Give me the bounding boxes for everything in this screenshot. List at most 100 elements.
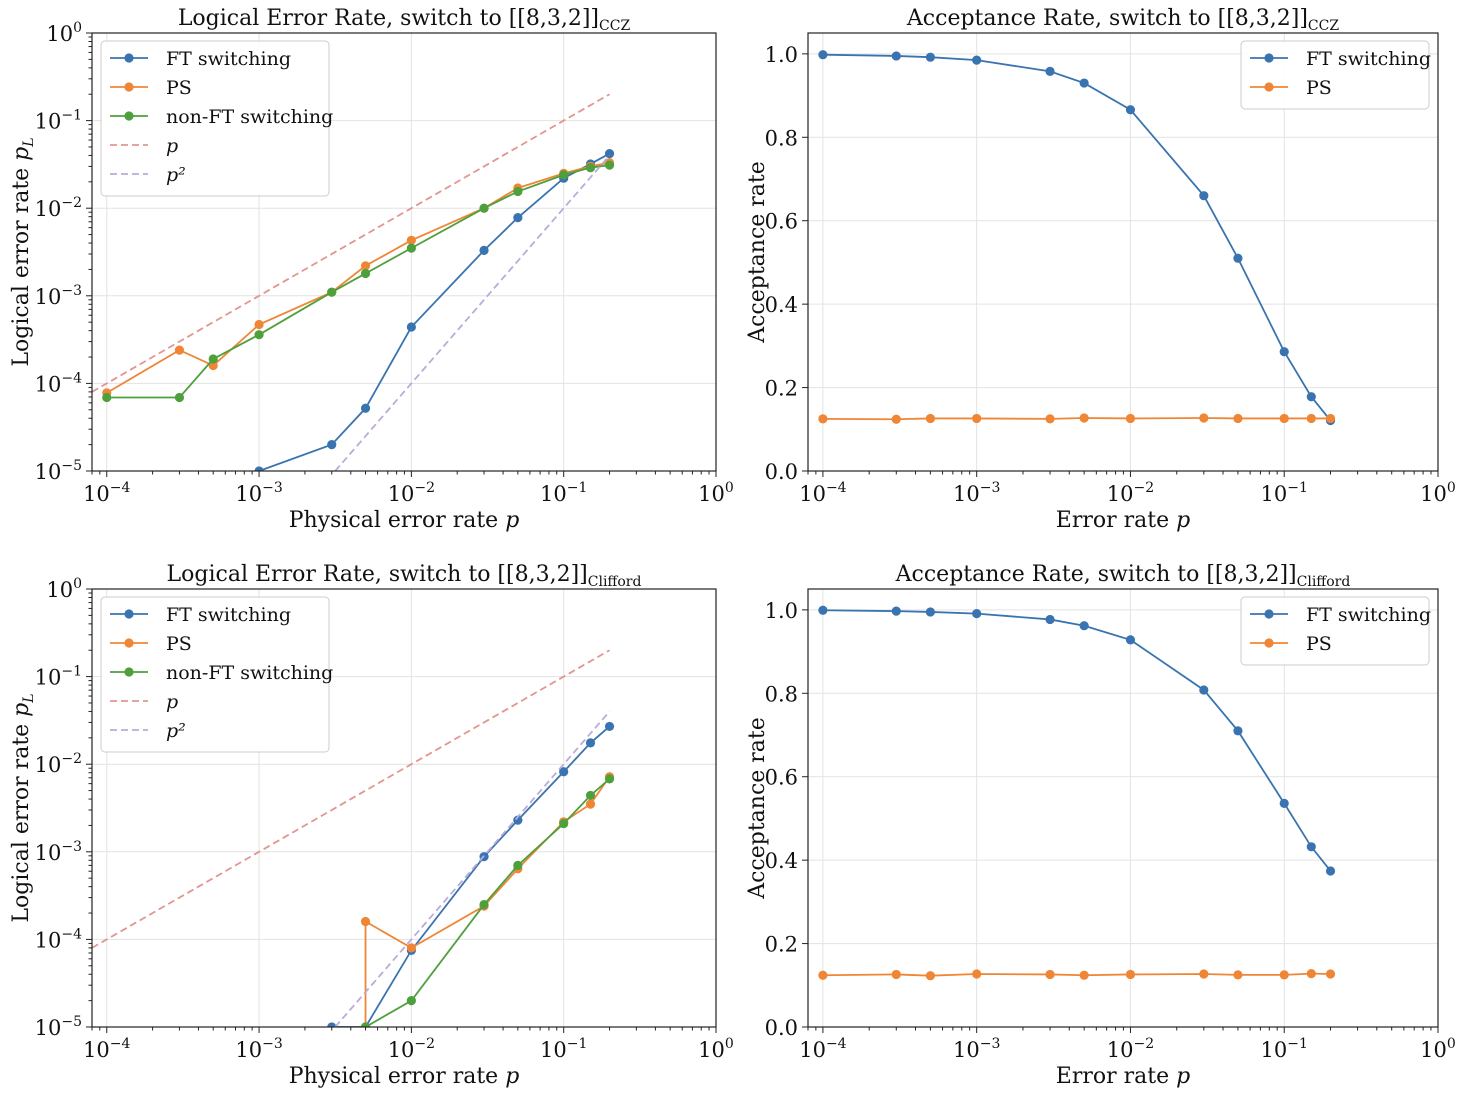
data-point xyxy=(406,243,416,253)
data-point xyxy=(891,969,901,980)
legend-marker xyxy=(124,111,134,121)
legend: FT switching PS non-FT switching p p² xyxy=(100,596,333,753)
y-tick-label: 10−2 xyxy=(35,195,82,221)
data-point xyxy=(1279,970,1289,980)
series-line-3 xyxy=(106,164,610,399)
y-tick-label: 0.2 xyxy=(765,933,798,957)
y-tick-label: 10−4 xyxy=(35,926,82,952)
data-point xyxy=(1325,413,1336,424)
x-tick-label: 10−3 xyxy=(235,1036,282,1062)
x-axis-label: Physical error rate p xyxy=(289,1064,520,1089)
series-line-4 xyxy=(92,93,610,393)
y-tick-label: 0.8 xyxy=(765,682,798,706)
data-point xyxy=(1125,969,1136,980)
x-tick-label: 10−4 xyxy=(83,480,130,506)
data-point xyxy=(102,392,112,403)
y-tick-label: 0.4 xyxy=(765,849,798,873)
legend-label: PS xyxy=(166,77,192,99)
data-point xyxy=(1233,726,1243,736)
data-point xyxy=(1199,413,1209,423)
y-axis-label: Logical error rate pL xyxy=(9,137,37,366)
series-line-1 xyxy=(822,53,1332,422)
data-point xyxy=(1199,191,1209,201)
y-tick-label: 0.6 xyxy=(765,766,798,790)
data-point xyxy=(1079,78,1089,88)
x-tick-label: 10−1 xyxy=(1261,480,1308,506)
data-point xyxy=(604,721,615,732)
legend-marker xyxy=(124,609,134,619)
legend-label: FT switching xyxy=(166,604,291,626)
y-tick-label: 100 xyxy=(46,20,82,46)
data-point xyxy=(585,799,596,809)
data-point xyxy=(559,170,569,180)
chart-title: Acceptance Rate, switch to [[8,3,2]]Clif… xyxy=(895,562,1351,590)
x-tick-label: 10−2 xyxy=(388,480,435,506)
y-tick-label: 10−3 xyxy=(35,839,82,865)
legend-box xyxy=(100,40,330,197)
data-point xyxy=(818,605,828,615)
legend-label: p² xyxy=(166,164,186,186)
legend: FT switching PS non-FT switching p p² xyxy=(100,40,333,197)
plot-area xyxy=(92,93,615,471)
data-point xyxy=(1125,105,1136,115)
legend-label: PS xyxy=(1306,77,1332,99)
legend-marker xyxy=(1264,82,1274,92)
x-tick-label: 10−3 xyxy=(235,480,282,506)
data-point xyxy=(1306,413,1316,424)
x-axis-label: Error rate p xyxy=(1056,1064,1190,1089)
y-axis-label: Acceptance rate xyxy=(745,717,770,900)
legend-label: non-FT switching xyxy=(166,662,333,684)
data-point xyxy=(1199,685,1209,695)
data-point xyxy=(208,354,218,364)
data-point xyxy=(972,413,982,424)
data-point xyxy=(1279,347,1289,357)
data-point xyxy=(479,899,489,910)
legend-label: p² xyxy=(166,720,186,742)
data-point xyxy=(1279,413,1289,424)
data-point xyxy=(891,606,901,616)
data-point xyxy=(1306,842,1316,852)
y-tick-label: 10−4 xyxy=(35,370,82,396)
x-tick-label: 10−3 xyxy=(953,1036,1000,1062)
data-point xyxy=(174,392,185,403)
y-tick-label: 10−1 xyxy=(35,664,82,690)
data-point xyxy=(513,860,523,870)
chart-title: Logical Error Rate, switch to [[8,3,2]]C… xyxy=(167,562,642,590)
data-point xyxy=(1233,970,1243,980)
data-point xyxy=(1045,969,1055,980)
data-point xyxy=(1233,413,1243,424)
data-point xyxy=(1079,413,1089,423)
x-axis-label: Error rate p xyxy=(1056,508,1190,533)
data-point xyxy=(208,360,218,371)
x-tick-label: 10−4 xyxy=(799,480,846,506)
data-point xyxy=(360,1022,371,1027)
data-point xyxy=(1045,614,1055,625)
chart-panel-1: 10−4 10−3 10−2 10−1 10010−510−410−310−210−11… xyxy=(9,6,734,533)
data-point xyxy=(1233,253,1243,263)
data-point xyxy=(479,203,489,213)
series-line-2 xyxy=(364,776,611,1027)
data-point xyxy=(972,609,982,619)
legend-label: FT switching xyxy=(166,48,291,70)
data-point xyxy=(174,345,185,355)
x-tick-label: 10−4 xyxy=(799,1036,846,1062)
legend-marker xyxy=(1264,53,1274,63)
data-point xyxy=(1199,969,1209,979)
y-tick-label: 10−2 xyxy=(35,751,82,777)
data-point xyxy=(585,790,596,801)
legend-marker xyxy=(1264,609,1274,619)
series-line-4 xyxy=(92,649,610,949)
x-tick-label: 10−2 xyxy=(388,1036,435,1062)
data-point xyxy=(479,245,489,255)
data-point xyxy=(406,235,416,245)
data-point xyxy=(327,440,337,450)
legend-marker xyxy=(124,667,134,677)
legend-label: FT switching xyxy=(1306,48,1431,70)
y-axis-label: Acceptance rate xyxy=(745,161,770,344)
x-tick-label: 100 xyxy=(1420,1036,1456,1062)
data-point xyxy=(360,916,371,927)
data-point xyxy=(1079,970,1089,980)
data-point xyxy=(1125,635,1136,645)
data-point xyxy=(1306,392,1316,402)
